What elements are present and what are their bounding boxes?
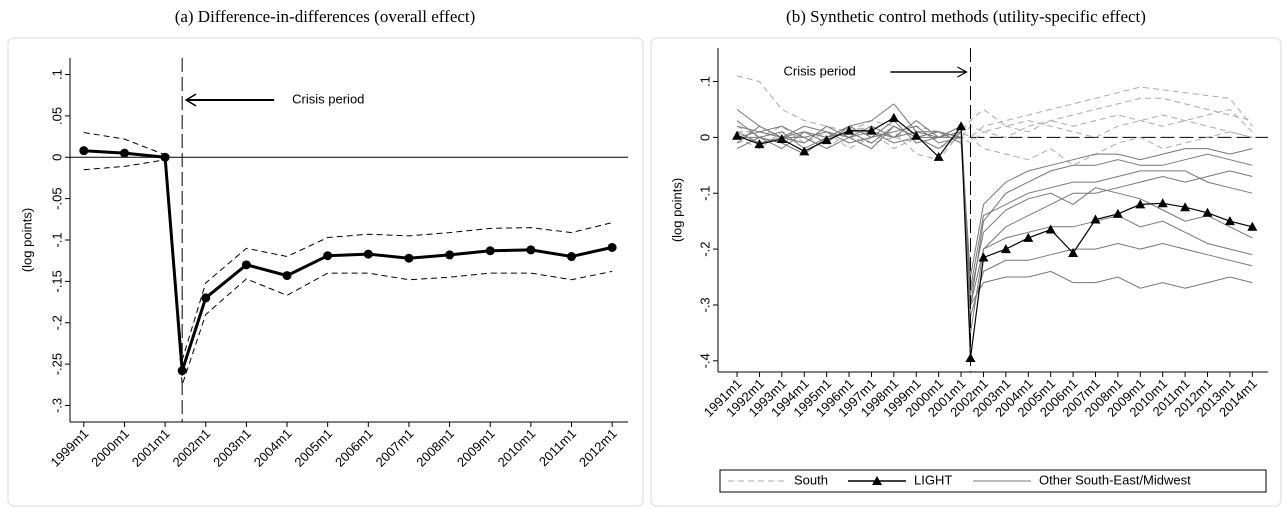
panel-title: (b) Synthetic control methods (utility-s… <box>786 7 1146 26</box>
annotation: Crisis period <box>783 63 855 78</box>
y-tick-label: 0 <box>697 134 712 141</box>
point-marker <box>1045 224 1056 234</box>
point-marker <box>1112 208 1123 218</box>
series-line <box>737 108 1253 144</box>
point-marker <box>956 121 967 131</box>
point-marker <box>1023 232 1034 242</box>
y-tick-label: -.2 <box>697 242 712 257</box>
point-marker <box>844 125 855 135</box>
point-marker <box>1224 216 1235 226</box>
panel-frame <box>7 37 644 507</box>
point-marker <box>933 151 944 161</box>
series-line <box>736 125 1253 294</box>
x-tick-label: 2012m1 <box>576 426 620 470</box>
panel-title: (a) Difference-in-differences (overall e… <box>175 7 476 26</box>
arrow-head <box>957 66 968 78</box>
point-marker <box>799 146 810 156</box>
y-tick-label: -.2 <box>49 315 64 330</box>
point-marker <box>445 250 455 260</box>
x-tick-label: 2010m1 <box>495 426 539 470</box>
x-tick-label: 2009m1 <box>454 426 498 470</box>
legend-label: LIGHT <box>914 472 952 487</box>
y-tick-label: -.3 <box>49 398 64 413</box>
point-marker <box>607 242 617 252</box>
panel-frame <box>650 37 1282 507</box>
point-marker <box>1135 199 1146 209</box>
point-marker <box>1157 198 1168 208</box>
point-marker <box>201 293 211 303</box>
point-marker <box>1068 248 1079 258</box>
point-marker <box>363 249 373 259</box>
y-tick-label: -.1 <box>697 186 712 201</box>
x-tick-label: 1999m1 <box>48 426 92 470</box>
legend-marker <box>872 476 882 485</box>
legend-label: South <box>794 472 828 487</box>
point-marker <box>1180 202 1191 212</box>
point-marker <box>1202 207 1213 217</box>
point-marker <box>821 135 832 145</box>
annotation: Crisis period <box>292 91 364 106</box>
point-marker <box>866 125 877 135</box>
series-line <box>736 125 1253 333</box>
x-tick-label: 2003m1 <box>210 426 254 470</box>
point-marker <box>282 271 292 281</box>
y-tick-label: -.4 <box>697 353 712 368</box>
point-marker <box>485 246 495 256</box>
y-tick-label: .1 <box>697 76 712 87</box>
point-marker <box>911 130 922 140</box>
point-marker <box>1000 244 1011 254</box>
y-tick-label: 0 <box>49 154 64 161</box>
x-tick-label: 2004m1 <box>251 426 295 470</box>
point-marker <box>526 245 536 255</box>
series-line <box>83 149 613 372</box>
point-marker <box>732 130 743 140</box>
point-marker <box>160 152 170 162</box>
point-marker <box>754 139 765 149</box>
x-tick-label: 2002m1 <box>169 426 213 470</box>
x-tick-label: 2001m1 <box>129 426 173 470</box>
y-tick-label: .05 <box>49 107 64 125</box>
x-tick-label: 2000m1 <box>88 426 132 470</box>
point-marker <box>1247 221 1258 231</box>
series-line <box>83 132 613 361</box>
series-line <box>83 159 613 385</box>
series-line <box>736 75 1253 144</box>
legend-label: Other South-East/Midwest <box>1039 472 1191 487</box>
point-marker <box>79 146 89 156</box>
y-tick-label: -.3 <box>697 297 712 312</box>
arrow-head <box>184 93 197 107</box>
point-marker <box>241 260 251 270</box>
point-marker <box>567 252 577 262</box>
x-tick-label: 2008m1 <box>413 426 457 470</box>
point-marker <box>1090 214 1101 224</box>
y-axis-label: (log points) <box>19 208 34 272</box>
series-line <box>736 125 1253 306</box>
series-line <box>736 120 1253 307</box>
point-marker <box>776 134 787 144</box>
x-tick-label: 2005m1 <box>291 426 335 470</box>
series-line <box>736 97 1253 150</box>
y-axis-label: (log points) <box>669 178 684 242</box>
point-marker <box>404 253 414 263</box>
point-marker <box>888 112 899 122</box>
y-tick-label: -.05 <box>49 187 64 209</box>
series-line <box>736 119 1253 317</box>
point-marker <box>323 251 333 261</box>
x-tick-label: 2007m1 <box>373 426 417 470</box>
point-marker <box>978 252 989 262</box>
y-tick-label: -.1 <box>49 232 64 247</box>
point-marker <box>119 148 129 158</box>
x-tick-label: 2006m1 <box>332 426 376 470</box>
y-tick-label: .1 <box>49 69 64 80</box>
y-tick-label: -.25 <box>49 353 64 375</box>
x-tick-label: 2011m1 <box>536 426 579 469</box>
series-line <box>736 125 1253 278</box>
y-tick-label: -.15 <box>49 270 64 292</box>
